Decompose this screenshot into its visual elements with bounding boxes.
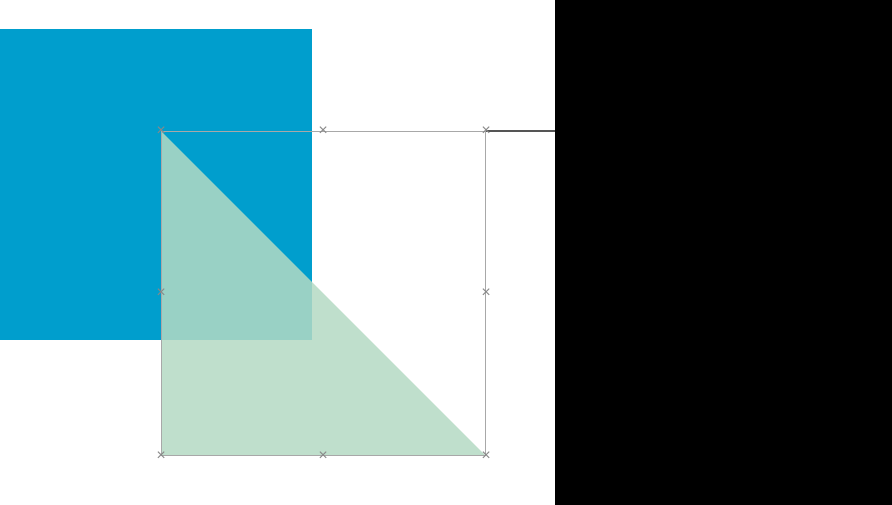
selection-handle-sw[interactable]: × — [156, 448, 165, 464]
selection-handle-se[interactable]: × — [481, 448, 490, 464]
right-panel — [555, 0, 892, 505]
selection-handle-s[interactable]: × — [318, 448, 327, 464]
selection-handle-w[interactable]: × — [156, 285, 165, 301]
triangle-shape[interactable] — [161, 131, 486, 456]
triangle-polygon — [161, 131, 486, 456]
alignment-guide — [486, 130, 555, 132]
selection-handle-n[interactable]: × — [318, 123, 327, 139]
selection-handle-nw[interactable]: × — [156, 123, 165, 139]
selection-handle-ne[interactable]: × — [481, 123, 490, 139]
selection-handle-e[interactable]: × — [481, 285, 490, 301]
